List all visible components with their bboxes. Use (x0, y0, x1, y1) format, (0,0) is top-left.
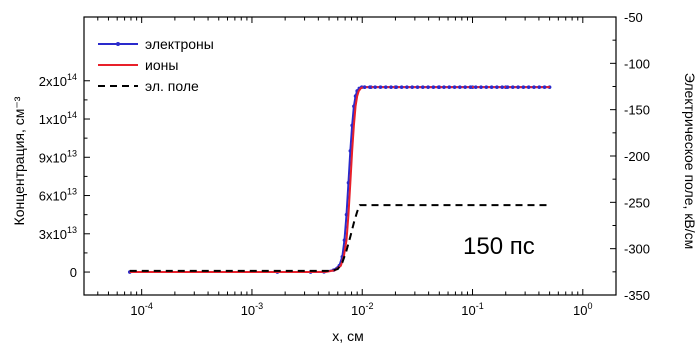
y-tick-label: 0 (70, 265, 77, 280)
legend-label: ионы (145, 57, 178, 73)
x-tick-label: 10-3 (241, 301, 263, 318)
series-layer (127, 85, 552, 274)
series-point (362, 85, 367, 89)
series-point (479, 85, 483, 89)
series-point (394, 85, 399, 89)
series-point (389, 85, 393, 89)
y-axis-right: -50 -100 -150 -200 -250 -300 -350 (610, 10, 650, 303)
y-tick-label: 9x1013 (39, 148, 77, 165)
series-point (421, 85, 425, 89)
series-point (532, 85, 536, 89)
series-point (415, 85, 420, 89)
y2-tick-label: -350 (624, 288, 650, 303)
x-tick-label: 100 (573, 301, 592, 318)
y2-tick-label: -300 (624, 242, 650, 257)
legend-label: эл. поле (145, 78, 199, 94)
series-line-2 (129, 204, 550, 272)
y-tick-label: 1x1014 (39, 110, 77, 127)
series-point (495, 85, 499, 89)
y2-tick-label: -200 (624, 149, 650, 164)
x-tick-label: 10-4 (130, 301, 152, 318)
y2-tick-label: -250 (624, 195, 650, 210)
y-tick-label: 3x1013 (39, 225, 77, 242)
y2-tick-label: -50 (624, 10, 643, 25)
series-point (399, 85, 404, 89)
y-axis-left: 0 3x1013 6x1013 9x1013 1x1014 2x1014 (39, 72, 90, 280)
series-point (489, 85, 494, 89)
x-tick-label: 10-1 (461, 301, 483, 318)
y-tick-label: 2x1014 (39, 72, 77, 89)
y2-tick-label: -100 (624, 56, 650, 71)
x-axis-title: x, см (332, 328, 363, 344)
x-axis: 10-4 10-3 10-2 10-1 100 (83, 17, 617, 318)
y-axis-title-right: Электрическое поле, кВ/см (682, 73, 698, 249)
series-point (484, 85, 489, 89)
series-point (436, 85, 441, 89)
series-point (447, 85, 452, 89)
series-point (521, 85, 526, 89)
series-point (537, 85, 542, 89)
series-point (526, 85, 531, 89)
series-point (542, 85, 547, 89)
y-tick-label: 6x1013 (39, 187, 77, 204)
series-point (468, 85, 473, 89)
series-point (452, 85, 457, 89)
time-annotation: 150 пс (463, 233, 535, 260)
x-tick-label: 10-2 (351, 301, 373, 318)
series-point (426, 85, 430, 89)
series-point (473, 85, 478, 89)
series-point (410, 85, 415, 89)
legend: электроны ионы эл. поле (98, 36, 214, 94)
y-axis-title-left: Концентрация, см⁻³ (11, 96, 27, 225)
series-point (368, 85, 372, 89)
series-point (510, 85, 515, 89)
series-point (516, 85, 520, 89)
legend-marker (116, 42, 120, 46)
legend-label: электроны (145, 36, 214, 52)
series-point (500, 85, 505, 89)
series-point (383, 85, 388, 89)
series-point (378, 85, 383, 89)
series-point (442, 85, 446, 89)
series-point (405, 85, 409, 89)
series-point (463, 85, 467, 89)
series-point (458, 85, 462, 89)
y2-tick-label: -150 (624, 103, 650, 118)
series-point (431, 85, 436, 89)
series-point (505, 85, 510, 89)
series-point (373, 85, 377, 89)
